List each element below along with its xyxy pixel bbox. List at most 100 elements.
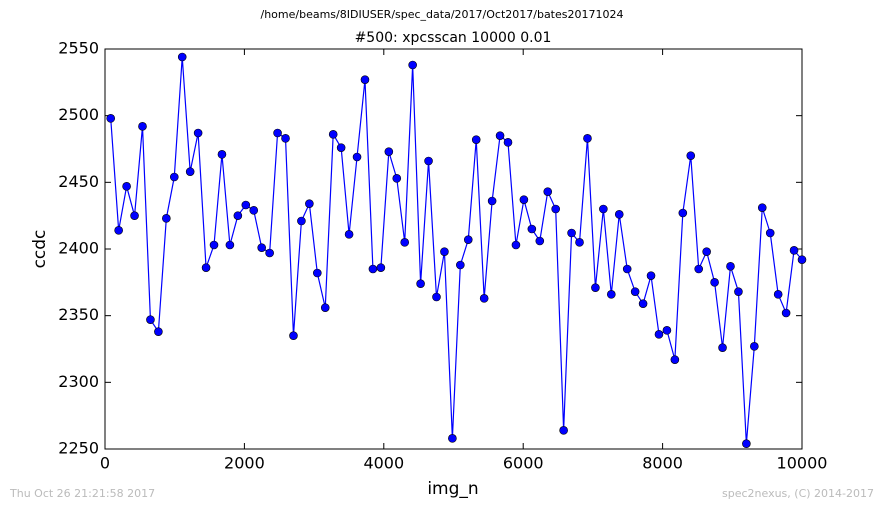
data-point xyxy=(511,240,521,250)
data-point xyxy=(551,204,560,214)
data-point xyxy=(471,135,481,144)
x-tick-label: 8000 xyxy=(642,454,683,473)
data-point xyxy=(432,292,441,302)
data-point xyxy=(289,331,298,340)
header-path: /home/beams/8IDIUSER/spec_data/2017/Oct2… xyxy=(261,8,624,21)
data-point xyxy=(654,330,664,339)
data-point xyxy=(209,240,219,250)
x-tick-label: 2000 xyxy=(224,454,265,473)
data-point xyxy=(185,167,195,176)
data-point xyxy=(797,255,807,264)
data-point xyxy=(742,439,751,448)
data-point xyxy=(138,122,147,131)
data-point xyxy=(456,260,465,270)
data-point xyxy=(320,303,330,312)
data-point xyxy=(408,60,417,70)
data-point xyxy=(384,147,394,156)
footer-credit: spec2nexus, (C) 2014-2017 xyxy=(722,487,874,500)
data-point xyxy=(328,130,338,139)
data-point xyxy=(670,355,680,364)
data-point xyxy=(265,248,274,258)
data-point xyxy=(392,174,402,183)
data-point xyxy=(479,294,489,303)
x-tick-label: 4000 xyxy=(363,454,404,473)
data-point xyxy=(400,238,410,247)
data-point xyxy=(106,114,116,123)
data-point xyxy=(591,283,600,292)
data-point xyxy=(718,343,727,352)
data-point xyxy=(130,211,139,220)
data-point xyxy=(765,228,775,238)
data-point xyxy=(789,246,799,255)
data-point xyxy=(726,262,735,271)
data-point xyxy=(694,264,704,274)
y-tick-label: 2400 xyxy=(58,239,99,258)
data-point xyxy=(622,264,632,274)
data-point xyxy=(757,203,767,212)
data-point xyxy=(734,287,743,296)
data-point xyxy=(527,224,537,234)
data-point xyxy=(336,143,346,152)
data-point xyxy=(241,200,251,210)
data-point xyxy=(169,172,179,182)
data-point xyxy=(535,236,545,246)
y-axis-label: ccdc xyxy=(30,230,50,269)
data-point xyxy=(503,138,513,147)
data-point xyxy=(781,308,791,318)
data-point xyxy=(567,228,576,238)
data-point xyxy=(662,326,672,335)
data-point xyxy=(305,199,314,208)
data-point xyxy=(750,342,759,351)
data-point xyxy=(630,287,640,296)
data-point xyxy=(344,230,354,239)
data-point xyxy=(686,151,696,160)
y-tick-label: 2250 xyxy=(58,439,99,458)
data-point xyxy=(638,299,648,308)
data-point xyxy=(463,235,473,244)
data-point xyxy=(448,434,457,443)
data-point xyxy=(225,240,235,250)
data-point xyxy=(257,243,266,252)
footer-timestamp: Thu Oct 26 21:21:58 2017 xyxy=(9,487,155,500)
data-point xyxy=(162,214,171,223)
x-tick-label: 0 xyxy=(100,454,110,473)
data-point xyxy=(678,208,688,218)
data-point xyxy=(249,206,259,215)
data-point xyxy=(607,290,616,299)
data-point xyxy=(273,128,282,138)
data-point xyxy=(281,134,290,143)
data-line xyxy=(110,56,803,444)
data-point xyxy=(487,196,497,206)
data-point xyxy=(352,152,362,162)
data-point xyxy=(646,271,656,280)
data-point xyxy=(599,204,608,214)
chart-title: #500: xpcsscan 10000 0.01 xyxy=(355,30,552,46)
data-point xyxy=(543,187,553,196)
y-tick-label: 2550 xyxy=(58,39,99,58)
data-point xyxy=(193,128,203,138)
data-point xyxy=(122,182,131,191)
data-point xyxy=(519,195,529,204)
y-tick-label: 2300 xyxy=(58,372,99,391)
data-point xyxy=(559,426,568,435)
data-point xyxy=(233,211,243,220)
data-point xyxy=(424,156,433,166)
data-point xyxy=(177,52,187,62)
data-point xyxy=(416,279,425,288)
x-tick-label: 10000 xyxy=(777,454,828,473)
data-point xyxy=(495,131,505,140)
data-point xyxy=(702,247,711,256)
data-point xyxy=(440,247,449,256)
data-point xyxy=(376,263,386,272)
data-point xyxy=(217,150,227,159)
y-tick-label: 2450 xyxy=(58,172,99,191)
data-point xyxy=(146,315,155,324)
data-point xyxy=(575,238,584,247)
x-axis-label: img_n xyxy=(427,479,478,499)
data-point xyxy=(614,210,624,219)
data-point xyxy=(297,216,306,226)
data-point xyxy=(710,278,719,287)
data-point xyxy=(114,226,123,235)
x-tick-label: 6000 xyxy=(503,454,544,473)
